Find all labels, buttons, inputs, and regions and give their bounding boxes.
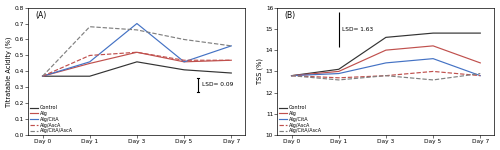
Text: LSD= 0.09: LSD= 0.09 xyxy=(202,82,233,87)
Y-axis label: TSS (%): TSS (%) xyxy=(256,58,263,84)
Y-axis label: Titratable Acidity (%): Titratable Acidity (%) xyxy=(6,36,12,107)
Text: (A): (A) xyxy=(35,11,46,20)
Legend: Control, Alg, Alg/CitA, Alg/AscA, Alg/CitA/AscA: Control, Alg, Alg/CitA, Alg/AscA, Alg/Ci… xyxy=(279,105,322,134)
Text: (B): (B) xyxy=(284,11,295,20)
Text: LSD= 1.63: LSD= 1.63 xyxy=(342,27,373,32)
Legend: Control, Alg, Alg/CitA, Alg/AscA, Alg/CitA/AscA: Control, Alg, Alg/CitA, Alg/AscA, Alg/Ci… xyxy=(30,105,73,134)
